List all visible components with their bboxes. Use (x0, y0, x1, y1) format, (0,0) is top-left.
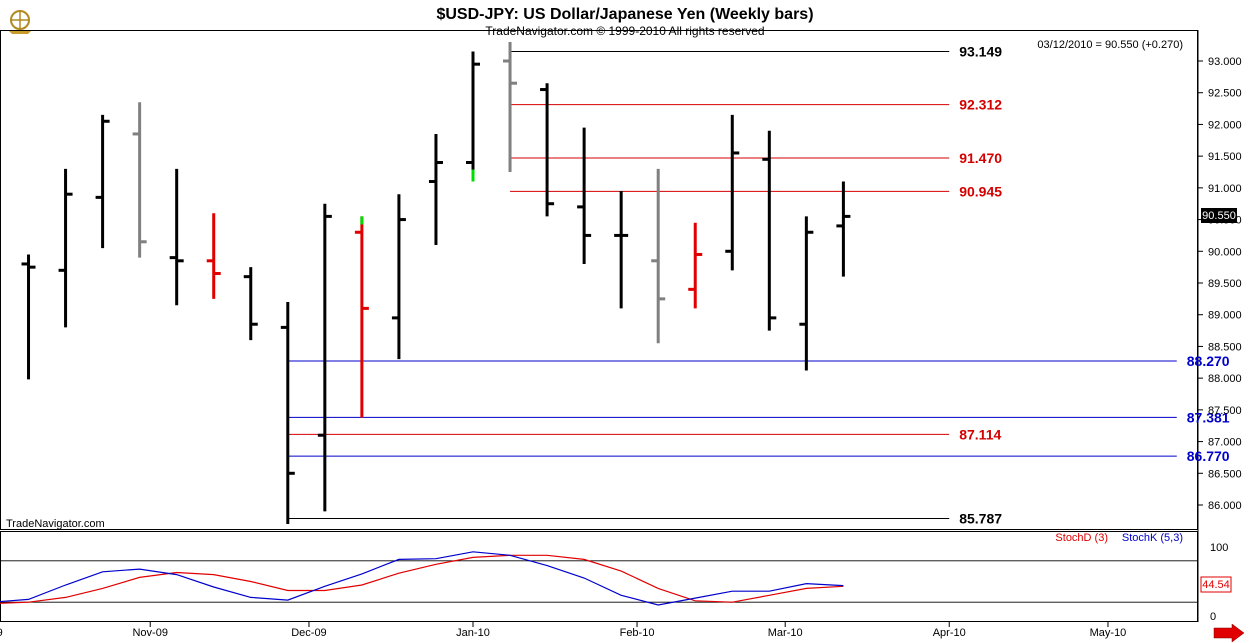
level-label: 85.787 (959, 511, 1002, 527)
price-y-tick-label: 87.500 (1208, 405, 1242, 417)
price-bar (169, 168, 184, 306)
price-bar (688, 222, 703, 309)
price-bar (58, 168, 73, 328)
x-tick-label: Jan-10 (456, 627, 490, 639)
level-label: 93.149 (959, 44, 1002, 60)
price-bar (466, 51, 480, 182)
price-bar (428, 133, 443, 245)
price-bar (354, 216, 369, 418)
time-x-axis: Oct-09 Nov-09 Dec-09 Jan-10 Feb-10 Mar-10 Apr-… (0, 622, 1127, 639)
price-bar (799, 216, 814, 371)
level-label: 87.114 (959, 426, 1001, 442)
price-y-tick-label: 92.000 (1208, 119, 1242, 131)
price-bar (95, 114, 110, 249)
level-label: 90.945 (959, 183, 1002, 199)
price-y-tick-label: 88.000 (1208, 373, 1242, 385)
x-tick-label: Oct-09 (0, 627, 3, 639)
price-bar (651, 168, 666, 344)
price-bar (243, 267, 258, 341)
last-quote-readout: 03/12/2010 = 90.550 (+0.270) (1037, 39, 1183, 51)
x-tick-label: Dec-09 (291, 627, 326, 639)
stoch-last-label: 44.54 (1202, 579, 1230, 591)
price-bars (21, 41, 851, 525)
price-y-tick-label: 87.000 (1208, 437, 1242, 449)
price-bar (762, 130, 777, 331)
price-bar (725, 114, 740, 271)
price-bar (391, 194, 406, 360)
x-tick-label: Mar-10 (768, 627, 803, 639)
watermark: TradeNavigator.com (6, 518, 105, 530)
price-bar (577, 127, 592, 264)
price-y-tick-label: 91.500 (1208, 151, 1242, 163)
price-bar (614, 191, 629, 309)
level-label: 92.312 (959, 97, 1002, 113)
level-label: 88.270 (1187, 353, 1230, 369)
price-y-tick-label: 89.000 (1208, 310, 1242, 322)
x-tick-label: Feb-10 (620, 627, 655, 639)
scroll-right-arrow-icon[interactable] (1213, 623, 1245, 643)
chart-title: $USD-JPY: US Dollar/Japanese Yen (Weekly… (436, 6, 813, 23)
price-bar (540, 83, 555, 217)
x-tick-label: Apr-10 (933, 627, 966, 639)
stoch-y-tick-label: 100 (1210, 542, 1228, 554)
price-bar (206, 213, 221, 299)
price-y-tick-label: 86.000 (1208, 500, 1242, 512)
stoch-series-line (0, 551, 844, 606)
price-y-tick-label: 91.000 (1208, 183, 1242, 195)
stoch-last-box (1200, 576, 1232, 593)
price-y-tick-label: 89.500 (1208, 278, 1242, 290)
legend-stochk: StochK (5,3) (1122, 532, 1183, 544)
price-bar (503, 41, 518, 172)
level-lines: 93.149 92.312 91.470 90.945 88.270 87.381 87.1… (287, 44, 1230, 527)
price-bar (280, 302, 295, 525)
stochastic-panel: 100500 (0, 542, 1228, 623)
price-y-tick-label: 93.000 (1208, 56, 1242, 68)
price-bar (21, 254, 36, 380)
price-bar (132, 102, 147, 258)
price-bar (836, 181, 851, 277)
x-tick-label: May-10 (1090, 627, 1127, 639)
price-y-tick-label: 90.000 (1208, 246, 1242, 258)
last-price-label: 90.550 (1202, 210, 1236, 222)
price-bar (317, 203, 332, 512)
stoch-y-tick-label: 0 (1210, 611, 1216, 623)
stoch-series-line (0, 554, 844, 604)
price-y-tick-label: 92.500 (1208, 88, 1242, 100)
level-label: 87.381 (1187, 409, 1230, 425)
legend-stochd: StochD (3) (1055, 532, 1108, 544)
price-y-tick-label: 86.500 (1208, 468, 1242, 480)
level-label: 86.770 (1187, 448, 1230, 464)
x-tick-label: Nov-09 (132, 627, 167, 639)
last-price-box (1201, 208, 1237, 223)
price-y-tick-label: 88.500 (1208, 341, 1242, 353)
level-label: 91.470 (959, 150, 1002, 166)
